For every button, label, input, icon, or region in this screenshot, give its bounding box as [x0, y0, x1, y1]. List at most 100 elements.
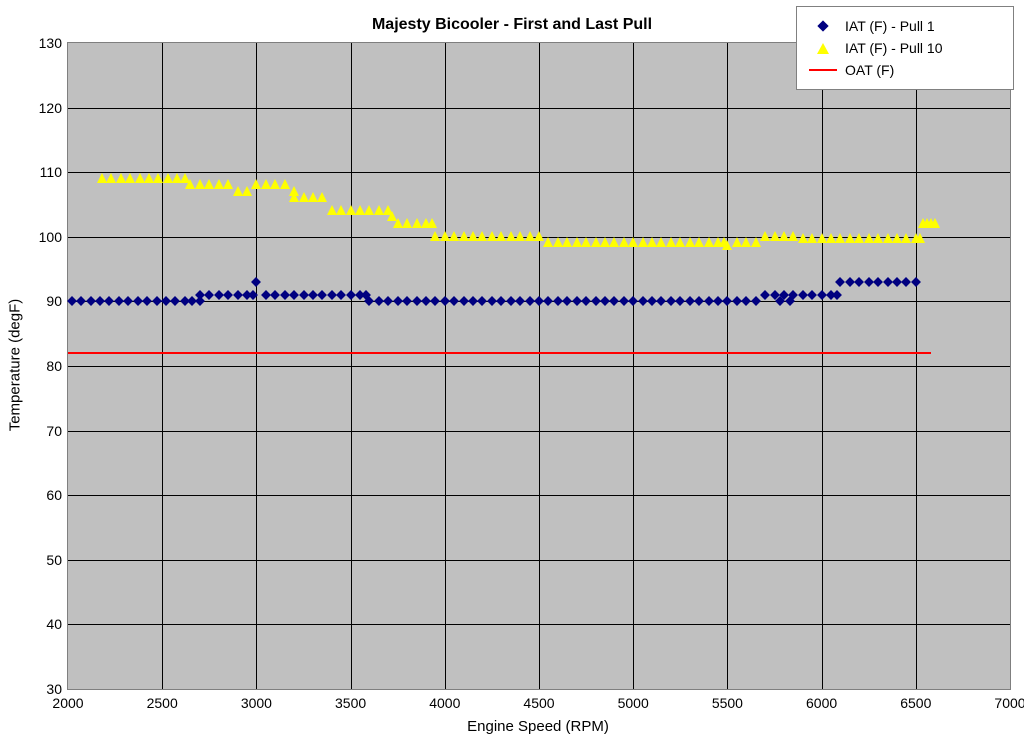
- marker-pull1: [732, 296, 742, 306]
- x-tick-label: 5500: [712, 695, 743, 711]
- marker-pull1: [487, 296, 497, 306]
- marker-pull1: [609, 296, 619, 306]
- x-tick-label: 4500: [523, 695, 554, 711]
- y-gridline: [68, 624, 1010, 625]
- marker-pull1: [600, 296, 610, 306]
- marker-pull1: [515, 296, 525, 306]
- x-tick-label: 4000: [429, 695, 460, 711]
- marker-pull1: [251, 277, 261, 287]
- marker-pull1: [133, 296, 143, 306]
- marker-pull1: [628, 296, 638, 306]
- marker-pull1: [478, 296, 488, 306]
- x-tick-label: 6500: [900, 695, 931, 711]
- x-tick-label: 2000: [52, 695, 83, 711]
- y-gridline: [68, 172, 1010, 173]
- marker-pull1: [704, 296, 714, 306]
- marker-pull10: [930, 218, 940, 228]
- marker-pull1: [694, 296, 704, 306]
- legend-item: IAT (F) - Pull 10: [807, 37, 1003, 59]
- marker-pull1: [883, 277, 893, 287]
- marker-pull1: [873, 277, 883, 287]
- marker-pull1: [807, 290, 817, 300]
- marker-pull1: [440, 296, 450, 306]
- legend-swatch: [807, 41, 839, 55]
- marker-pull10: [915, 233, 925, 243]
- legend-label: OAT (F): [845, 62, 894, 78]
- legend-swatch: [807, 19, 839, 33]
- marker-pull1: [553, 296, 563, 306]
- oat-reference-line: [68, 352, 931, 355]
- marker-pull1: [572, 296, 582, 306]
- chart-container: Majesty Bicooler - First and Last Pull 2…: [0, 0, 1024, 748]
- y-axis-label: Temperature (degF): [7, 299, 24, 432]
- marker-pull1: [383, 296, 393, 306]
- marker-pull1: [638, 296, 648, 306]
- marker-pull1: [289, 290, 299, 300]
- marker-pull1: [170, 296, 180, 306]
- marker-pull1: [270, 290, 280, 300]
- marker-pull1: [412, 296, 422, 306]
- marker-pull1: [76, 296, 86, 306]
- y-tick-label: 110: [40, 164, 62, 180]
- marker-pull1: [364, 296, 374, 306]
- legend: IAT (F) - Pull 1 IAT (F) - Pull 10 OAT (F): [796, 6, 1014, 90]
- marker-pull1: [911, 277, 921, 287]
- marker-pull1: [123, 296, 133, 306]
- marker-pull1: [449, 296, 459, 306]
- marker-pull1: [142, 296, 152, 306]
- marker-pull1: [854, 277, 864, 287]
- marker-pull1: [713, 296, 723, 306]
- marker-pull1: [152, 296, 162, 306]
- marker-pull1: [581, 296, 591, 306]
- y-tick-label: 130: [39, 35, 62, 51]
- marker-pull1: [336, 290, 346, 300]
- y-tick-label: 50: [46, 552, 62, 568]
- marker-pull1: [67, 296, 77, 306]
- marker-pull1: [459, 296, 469, 306]
- x-tick-label: 3000: [241, 695, 272, 711]
- marker-pull1: [722, 296, 732, 306]
- x-axis-label: Engine Speed (RPM): [67, 718, 1009, 735]
- y-gridline: [68, 366, 1010, 367]
- y-tick-label: 60: [46, 487, 62, 503]
- marker-pull1: [402, 296, 412, 306]
- marker-pull1: [760, 290, 770, 300]
- y-tick-label: 30: [46, 681, 62, 697]
- x-tick-label: 7000: [994, 695, 1024, 711]
- marker-pull1: [506, 296, 516, 306]
- x-tick-label: 6000: [806, 695, 837, 711]
- marker-pull1: [204, 290, 214, 300]
- marker-pull1: [430, 296, 440, 306]
- marker-pull1: [114, 296, 124, 306]
- x-tick-label: 2500: [147, 695, 178, 711]
- marker-pull10: [427, 218, 437, 228]
- marker-pull1: [685, 296, 695, 306]
- marker-pull1: [393, 296, 403, 306]
- legend-label: IAT (F) - Pull 1: [845, 18, 935, 34]
- marker-pull1: [86, 296, 96, 306]
- y-tick-label: 70: [46, 423, 62, 439]
- marker-pull1: [421, 296, 431, 306]
- marker-pull1: [675, 296, 685, 306]
- legend-swatch: [807, 63, 839, 77]
- marker-pull1: [525, 296, 535, 306]
- marker-pull1: [104, 296, 114, 306]
- legend-item: IAT (F) - Pull 1: [807, 15, 1003, 37]
- x-tick-label: 3500: [335, 695, 366, 711]
- marker-pull10: [317, 192, 327, 202]
- y-tick-label: 80: [46, 358, 62, 374]
- marker-pull1: [562, 296, 572, 306]
- y-tick-label: 90: [46, 293, 62, 309]
- y-tick-label: 100: [39, 229, 62, 245]
- y-gridline: [68, 560, 1010, 561]
- marker-pull1: [741, 296, 751, 306]
- marker-pull1: [901, 277, 911, 287]
- marker-pull1: [223, 290, 233, 300]
- y-gridline: [68, 495, 1010, 496]
- marker-pull1: [374, 296, 384, 306]
- plot-area: 2000250030003500400045005000550060006500…: [67, 42, 1011, 690]
- x-tick-label: 5000: [618, 695, 649, 711]
- marker-pull1: [751, 296, 761, 306]
- marker-pull1: [299, 290, 309, 300]
- marker-pull1: [657, 296, 667, 306]
